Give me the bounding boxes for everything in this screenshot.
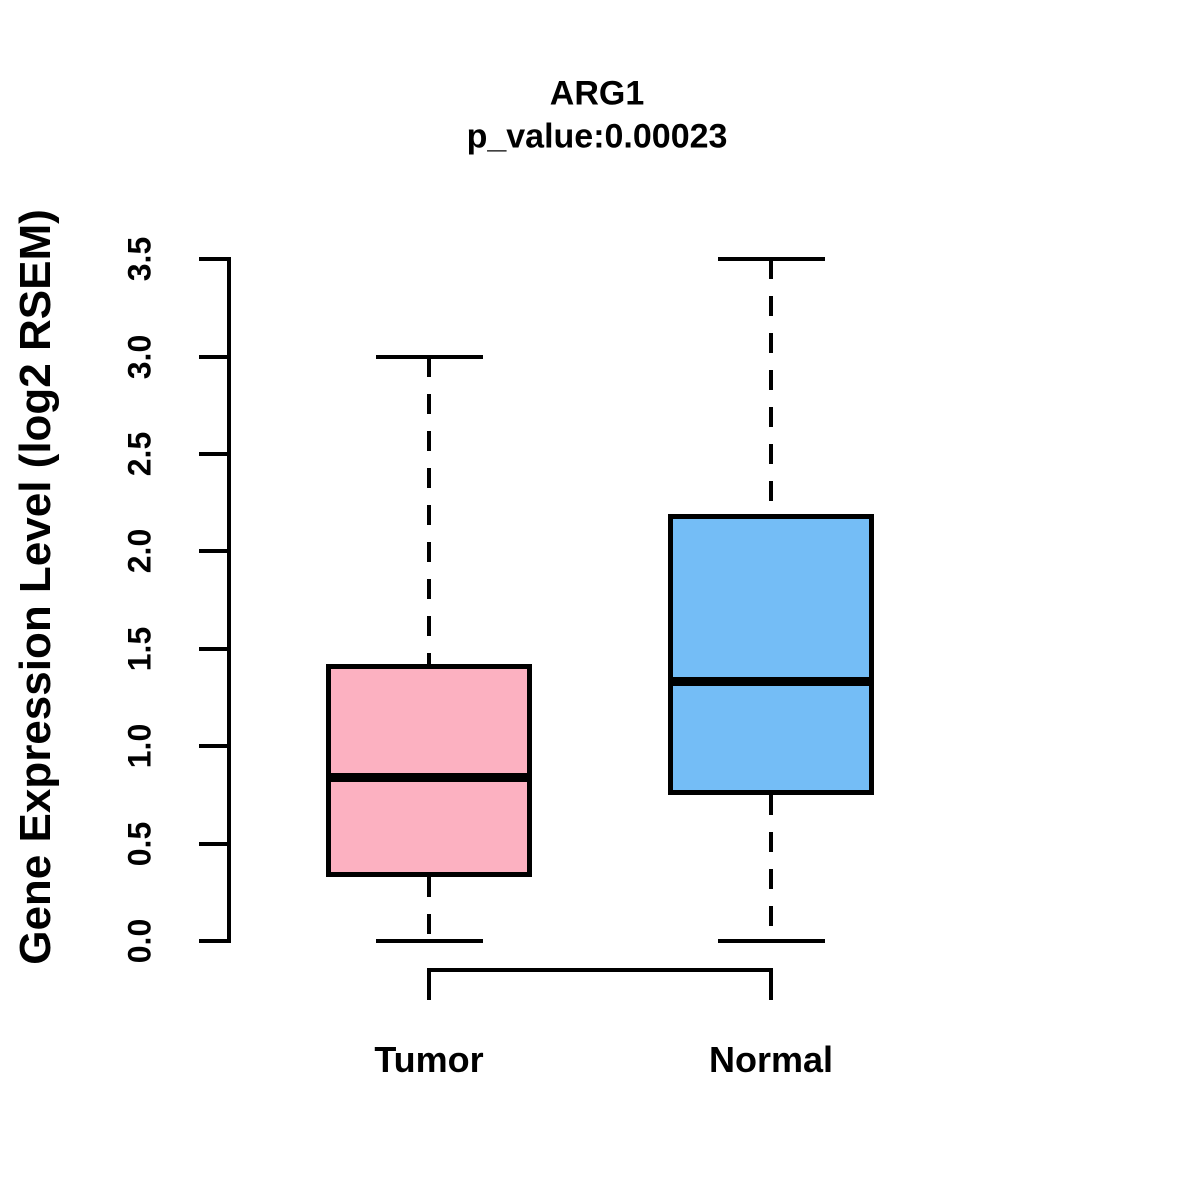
y-axis-tick-label: 0.0 [121, 918, 158, 964]
x-category-label-tumor: Tumor [374, 1039, 484, 1080]
y-axis-tick-label: 3.5 [121, 236, 158, 282]
y-axis-tick [199, 744, 229, 749]
y-axis-tick-label: 1.5 [121, 626, 158, 672]
chart-title: ARG1 [549, 74, 645, 113]
y-axis-tick [199, 939, 229, 943]
y-axis-label: Gene Expression Level (log2 RSEM) [11, 209, 60, 965]
y-axis-tick [199, 841, 229, 846]
y-axis-tick-label: 0.5 [121, 821, 158, 866]
whisker-cap-upper [375, 354, 483, 359]
y-axis-tick [199, 354, 229, 359]
whisker-cap-lower [375, 939, 483, 943]
y-axis-line [227, 257, 231, 943]
whisker-line-upper [427, 356, 431, 665]
x-category-label-normal: Normal [708, 1039, 834, 1080]
box-tumor [326, 664, 532, 877]
y-axis-tick [199, 549, 229, 554]
whisker-cap-lower [717, 939, 825, 943]
whisker-line-lower [427, 876, 431, 941]
median-line-tumor [326, 772, 532, 782]
comparison-bracket [427, 968, 773, 1000]
box-normal [668, 514, 874, 795]
y-axis-tick-label: 2.0 [121, 529, 158, 574]
y-axis-tick [199, 646, 229, 651]
y-axis-tick [199, 257, 229, 262]
y-axis-tick-label: 3.0 [121, 334, 158, 379]
y-axis-tick [199, 452, 229, 456]
whisker-cap-upper [717, 257, 825, 262]
whisker-line-lower [769, 794, 773, 941]
median-line-normal [668, 677, 874, 687]
chart-subtitle-pvalue: p_value:0.00023 [466, 117, 728, 156]
y-axis-tick-label: 1.0 [121, 723, 158, 769]
whisker-line-upper [769, 259, 773, 515]
y-axis-tick-label: 2.5 [121, 431, 158, 477]
